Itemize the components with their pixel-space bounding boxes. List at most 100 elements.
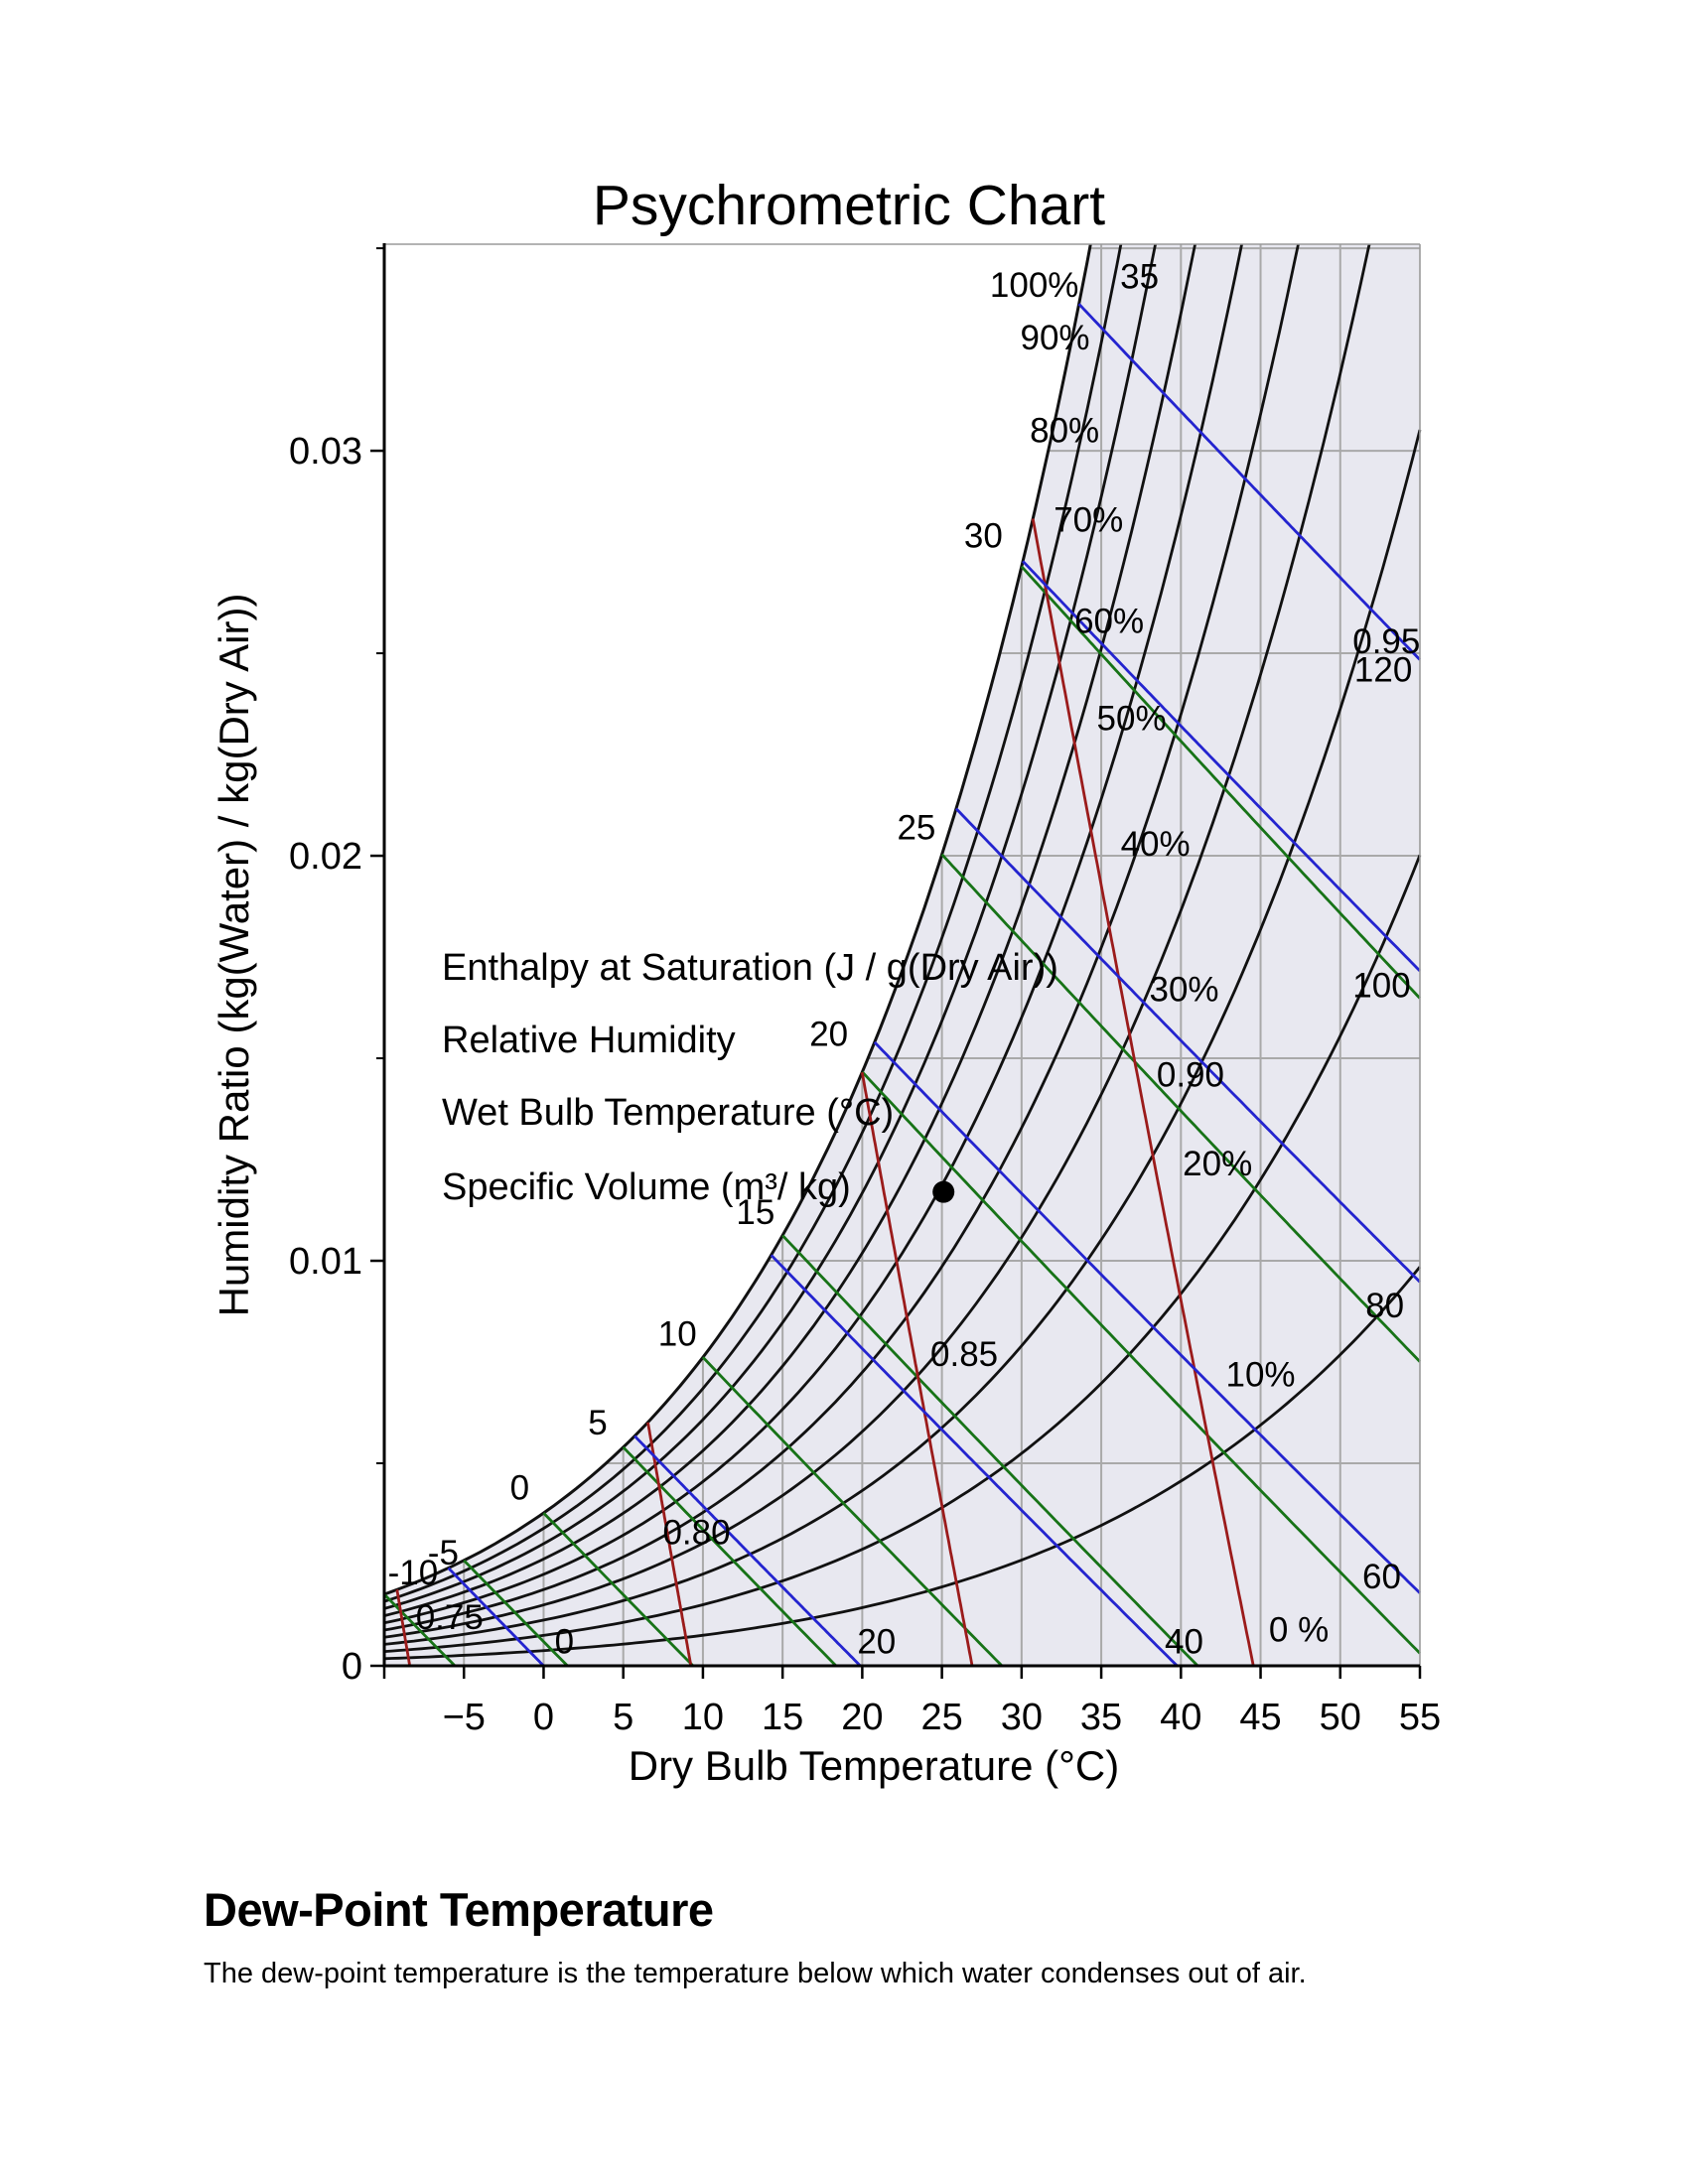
wet_bulb-label-5: 5 — [588, 1404, 607, 1442]
psychrometric-chart: Psychrometric Chart −5 0 5 10 15 20 25 30 35 40 45… — [0, 0, 1441, 1789]
wet_bulb-label-0: 0 — [510, 1468, 529, 1507]
enthalpy-line-20 — [633, 1434, 862, 1668]
wet-bulb-line-0 — [542, 1512, 694, 1667]
x-tick-label-40: 40 — [1160, 1697, 1201, 1738]
rh-curve-10 — [383, 1266, 1422, 1661]
chart-legend: Enthalpy at Saturation (J / g(Dry Air)) … — [442, 947, 1058, 1208]
rh-curve-20 — [383, 854, 1422, 1653]
wet-bulb-line--10 — [383, 1593, 457, 1667]
y-axis-label: Humidity Ratio (kg(Water) / kg(Dry Air)) — [211, 594, 257, 1317]
rh-curve-70 — [383, 243, 1196, 1617]
y-tick-label-0.03: 0.03 — [289, 431, 362, 473]
specific_volume-label-0.85: 0.85 — [930, 1335, 998, 1374]
x-tick-label-30: 30 — [1001, 1697, 1043, 1738]
legend-specific-volume: Specific Volume (m³/ kg) — [442, 1166, 851, 1208]
enthalpy-label-40: 40 — [1165, 1623, 1203, 1662]
section-body-text: The dew-point temperature is the tempera… — [204, 1958, 1307, 1989]
specific_volume-label-0.95: 0.95 — [1352, 622, 1420, 661]
x-tick-label-50: 50 — [1320, 1697, 1361, 1738]
enthalpy-label-80: 80 — [1365, 1287, 1404, 1325]
relative_humidity-label-90: 90% — [1021, 319, 1090, 357]
wet-bulb-line-10 — [701, 1356, 1004, 1667]
specific_volume-label-0.80: 0.80 — [662, 1513, 730, 1552]
rh-curve-40 — [383, 243, 1371, 1639]
relative_humidity-label-10: 10% — [1226, 1355, 1296, 1394]
enthalpy-line-120 — [1077, 303, 1421, 661]
specific-volume-line-0.75 — [395, 1588, 411, 1667]
rh-curve-60 — [383, 243, 1243, 1625]
wet_bulb-label--5: -5 — [428, 1534, 459, 1572]
enthalpy-curves — [447, 303, 1422, 1668]
enthalpy-line-0 — [447, 1567, 545, 1667]
x-tick-label-5: 5 — [613, 1697, 633, 1738]
x-tick-label-10: 10 — [682, 1697, 724, 1738]
enthalpy-line-80 — [954, 807, 1422, 1284]
specific-volume-line-0.8 — [646, 1422, 693, 1668]
wet-bulb-line-20 — [861, 1070, 1422, 1655]
y-tick-label-0.02: 0.02 — [289, 836, 362, 878]
x-tick-label-20: 20 — [841, 1697, 883, 1738]
wet-bulb-line-15 — [781, 1234, 1199, 1667]
relative_humidity-label-20: 20% — [1183, 1145, 1252, 1183]
y-tick-label-0: 0 — [342, 1646, 362, 1688]
wet-bulb-line--5 — [463, 1559, 569, 1667]
section-heading: Dew-Point Temperature — [204, 1883, 714, 1936]
wet_bulb-label--10: -10 — [388, 1554, 439, 1592]
enthalpy-label-120: 120 — [1354, 650, 1412, 689]
relative_humidity-label-100: 100% — [990, 266, 1079, 305]
state-point-marker — [932, 1180, 955, 1203]
rh-curve-80 — [383, 243, 1157, 1610]
x-tick-label-15: 15 — [762, 1697, 803, 1738]
specific-volume-curves — [395, 518, 1255, 1668]
legend-relative-humidity: Relative Humidity — [442, 1020, 736, 1061]
wet_bulb-label-30: 30 — [964, 517, 1003, 556]
relative_humidity-label-50: 50% — [1097, 699, 1167, 738]
enthalpy-line-60 — [873, 1040, 1421, 1594]
axes-layer — [382, 243, 1421, 1668]
legend-wet-bulb: Wet Bulb Temperature (°C) — [442, 1092, 894, 1134]
x-tick-label-45: 45 — [1239, 1697, 1281, 1738]
rh-curve-90 — [383, 243, 1123, 1603]
relative_humidity-label-30: 30% — [1149, 971, 1218, 1010]
document-page: Psychrometric Chart −5 0 5 10 15 20 25 30 35 40 45… — [0, 0, 1441, 1989]
wet-bulb-curves — [383, 565, 1422, 1667]
curve-labels: 100% 90% 80% 70% 60% 50% 40% 30% 20% 10% 0 % 0 20 40 6… — [388, 258, 1421, 1662]
rh-curve-100 — [383, 243, 1092, 1596]
wet_bulb-label-10: 10 — [658, 1314, 697, 1353]
relative_humidity-label-0: 0 % — [1269, 1610, 1329, 1649]
chart-title: Psychrometric Chart — [593, 174, 1105, 237]
wet_bulb-label-15: 15 — [736, 1193, 774, 1232]
tick-marks — [370, 247, 1422, 1679]
chart-layers: −5 0 5 10 15 20 25 30 35 40 45 50 5500.010.020.03100… — [289, 243, 1441, 1738]
x-axis-label: Dry Bulb Temperature (°C) — [629, 1742, 1120, 1789]
enthalpy-label-0: 0 — [555, 1623, 574, 1662]
specific_volume-label-0.75: 0.75 — [416, 1598, 484, 1637]
x-tick-label-55: 55 — [1399, 1697, 1441, 1738]
enthalpy-line-40 — [770, 1254, 1179, 1667]
relative_humidity-label-40: 40% — [1121, 825, 1191, 864]
saturation-mask — [384, 244, 1091, 1594]
relative_humidity-label-70: 70% — [1054, 500, 1123, 539]
rh-curve-50 — [383, 243, 1300, 1632]
enthalpy-label-20: 20 — [857, 1623, 896, 1662]
relative_humidity-label-80: 80% — [1030, 412, 1099, 451]
specific_volume-label-0.90: 0.90 — [1157, 1055, 1224, 1094]
state-point — [932, 1180, 955, 1203]
rh-curve-30 — [383, 429, 1422, 1646]
specific-volume-line-0.85 — [860, 1071, 974, 1667]
x-tick-label--5: −5 — [443, 1697, 486, 1738]
wet-bulb-line-25 — [940, 853, 1422, 1363]
wet_bulb-label-20: 20 — [809, 1016, 848, 1054]
specific-volume-line-0.9 — [1031, 518, 1255, 1667]
wet_bulb-label-25: 25 — [897, 808, 935, 847]
enthalpy-label-100: 100 — [1352, 967, 1410, 1006]
enthalpy-line-100 — [1022, 560, 1421, 972]
legend-enthalpy: Enthalpy at Saturation (J / g(Dry Air)) — [442, 947, 1058, 989]
x-tick-label-0: 0 — [533, 1697, 554, 1738]
enthalpy-label-60: 60 — [1362, 1558, 1401, 1596]
relative_humidity-label-60: 60% — [1074, 602, 1144, 640]
wet-bulb-line-30 — [1020, 565, 1422, 1000]
x-tick-label-25: 25 — [920, 1697, 962, 1738]
y-tick-label-0.01: 0.01 — [289, 1241, 362, 1283]
